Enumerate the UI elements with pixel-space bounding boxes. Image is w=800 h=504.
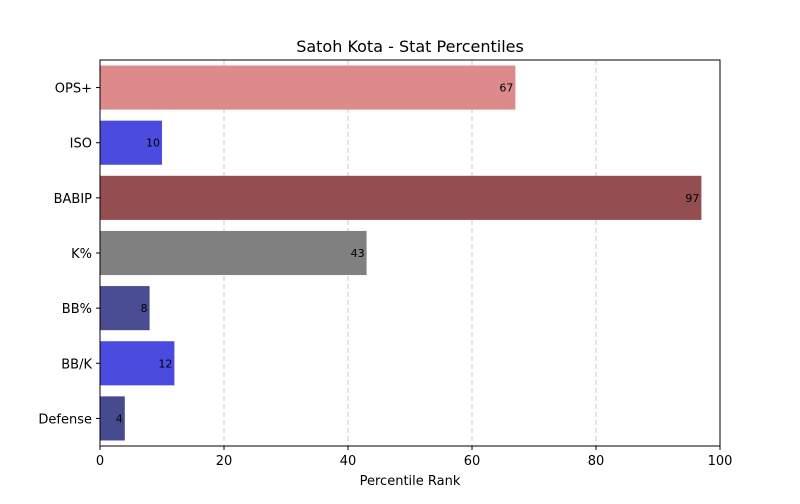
bar xyxy=(100,286,150,331)
x-tick-label: 60 xyxy=(464,454,481,469)
x-tick-label: 0 xyxy=(96,454,104,469)
bar-value-label: 10 xyxy=(146,137,160,150)
bar xyxy=(100,65,516,110)
y-tick-label: BB/K xyxy=(61,357,92,372)
bars: 67 10 97 43 8 12 4 xyxy=(100,65,702,441)
x-tick-label: 40 xyxy=(340,454,357,469)
x-tick-label: 80 xyxy=(588,454,605,469)
bar-value-label: 8 xyxy=(141,302,148,315)
x-axis: 0 20 40 60 80 100 xyxy=(96,446,733,469)
y-tick-label: OPS+ xyxy=(55,82,92,97)
y-axis: OPS+ ISO BABIP K% BB% BB/K Defense xyxy=(38,82,100,427)
x-tick-label: 100 xyxy=(708,454,733,469)
bar xyxy=(100,230,367,276)
x-tick-label: 20 xyxy=(216,454,233,469)
y-tick-label: BB% xyxy=(62,302,92,317)
x-axis-label: Percentile Rank xyxy=(360,474,461,489)
bar xyxy=(100,120,162,165)
bar-value-label: 4 xyxy=(116,412,123,425)
bar-value-label: 67 xyxy=(499,82,513,95)
bar xyxy=(100,341,175,386)
bar-value-label: 97 xyxy=(685,192,699,205)
y-tick-label: Defense xyxy=(38,412,92,427)
bar xyxy=(100,396,125,441)
bar-value-label: 12 xyxy=(158,357,172,370)
y-tick-label: K% xyxy=(71,247,92,262)
y-tick-label: ISO xyxy=(70,137,92,152)
chart-title: Satoh Kota - Stat Percentiles xyxy=(296,37,524,56)
bar-value-label: 43 xyxy=(351,247,365,260)
y-tick-label: BABIP xyxy=(54,192,93,207)
bar xyxy=(100,175,702,220)
